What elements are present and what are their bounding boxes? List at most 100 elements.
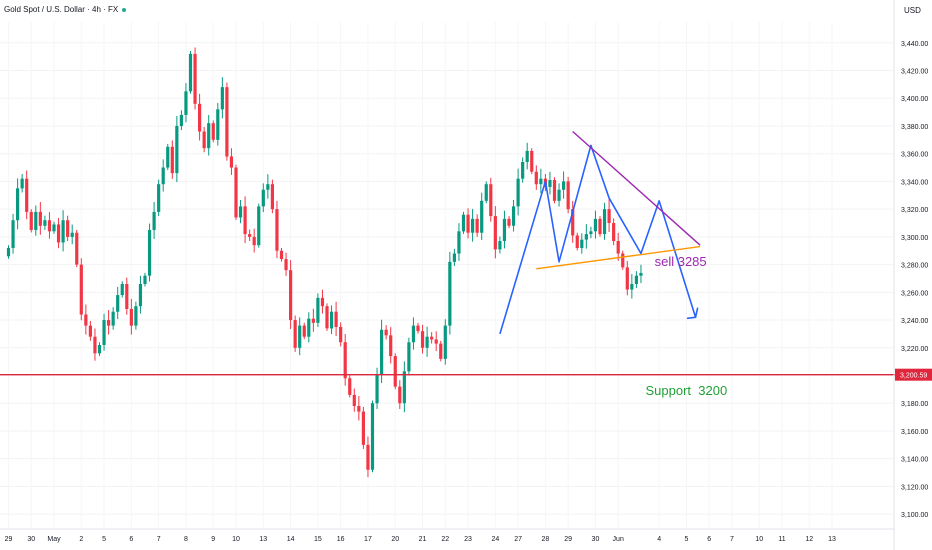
- time-tick-label: 30: [27, 536, 35, 543]
- candle-down: [211, 123, 215, 140]
- price-tick-label: 3,100.00: [901, 512, 928, 519]
- candle-up: [116, 295, 120, 312]
- candle-down: [107, 320, 111, 326]
- time-tick-label: 15: [314, 536, 322, 543]
- candle-up: [134, 306, 138, 326]
- candle-down: [357, 406, 361, 412]
- candle-down: [434, 339, 438, 344]
- time-tick-label: 27: [514, 536, 522, 543]
- candle-up: [152, 211, 156, 230]
- price-tick-label: 3,340.00: [901, 179, 928, 186]
- price-tick-label: 3,320.00: [901, 207, 928, 214]
- candle-up: [634, 275, 638, 285]
- time-tick-label: 29: [5, 536, 13, 543]
- candle-down: [84, 314, 88, 326]
- market-status-icon: [122, 7, 127, 12]
- time-tick-label: 4: [657, 536, 661, 543]
- candle-up: [402, 371, 406, 404]
- candle-up: [329, 311, 334, 329]
- candle-up: [157, 184, 161, 212]
- candle-up: [562, 181, 566, 190]
- currency-label[interactable]: USD: [904, 6, 921, 15]
- zigzag-projection: [499, 144, 697, 335]
- time-tick-label: 5: [684, 536, 688, 543]
- candle-down: [275, 209, 279, 251]
- time-tick-label: 30: [592, 536, 600, 543]
- candle-down: [384, 329, 388, 336]
- candle-up: [539, 178, 543, 185]
- candle-up: [61, 220, 65, 243]
- candle-down: [93, 336, 97, 354]
- price-axis[interactable]: 3,100.00 3,120.00 3,140.00 3,160.00 3,180.00…: [893, 0, 932, 550]
- support-price-badge-label: 3,200.59: [900, 373, 927, 380]
- candle-up: [166, 146, 170, 168]
- price-tick-label: 3,120.00: [901, 484, 928, 491]
- price-tick-label: 3,160.00: [901, 429, 928, 436]
- candle-down: [566, 181, 570, 210]
- candle-up: [207, 123, 211, 149]
- candle-down: [493, 216, 497, 250]
- candle-up: [220, 87, 224, 110]
- candle-up: [602, 209, 607, 235]
- candle-up: [102, 320, 106, 346]
- time-tick-label: 12: [805, 536, 813, 543]
- candle-down: [393, 356, 397, 387]
- candle-up: [502, 218, 507, 242]
- candle-down: [284, 259, 288, 271]
- price-tick-label: 3,440.00: [901, 41, 928, 48]
- candle-down: [243, 206, 247, 235]
- candle-up: [593, 218, 598, 232]
- time-tick-label: 22: [441, 536, 449, 543]
- candle-down: [552, 180, 557, 201]
- price-tick-label: 3,400.00: [901, 96, 928, 103]
- time-axis[interactable]: 29 30 May 2 5 6 7 8 9 10 13 14 15 16 17 20 21 22 23 24 27 28 2…: [0, 528, 895, 543]
- candle-up: [298, 325, 302, 348]
- candle-up: [120, 284, 124, 296]
- candle-up: [407, 342, 411, 372]
- candle-down: [325, 306, 329, 329]
- candle-down: [398, 386, 402, 404]
- price-tick-label: 3,280.00: [901, 263, 928, 270]
- candle-up: [580, 239, 584, 248]
- candle-up: [516, 178, 520, 207]
- candle-down: [489, 184, 493, 217]
- candle-down: [320, 297, 325, 307]
- candle-up: [6, 247, 11, 257]
- time-tick-label: 6: [129, 536, 133, 543]
- candle-up: [484, 184, 488, 201]
- candle-up: [257, 206, 261, 246]
- time-tick-label: 17: [364, 536, 372, 543]
- time-tick-label: 20: [391, 536, 399, 543]
- candle-up: [448, 261, 452, 326]
- candle-down: [534, 171, 538, 185]
- time-tick-label: 2: [79, 536, 83, 543]
- time-tick-label: 7: [157, 536, 161, 543]
- candle-up: [266, 184, 270, 190]
- candle-up: [216, 109, 220, 140]
- candle-down: [170, 146, 174, 174]
- candle-up: [584, 234, 588, 240]
- price-tick-label: 3,180.00: [901, 401, 928, 408]
- candle-down: [234, 167, 238, 218]
- sell-label: sell 3285: [655, 254, 707, 269]
- candle-down: [248, 234, 252, 237]
- candle-up: [16, 188, 20, 221]
- time-tick-label: Jun: [613, 536, 624, 543]
- candles: [6, 47, 643, 478]
- candle-down: [352, 394, 356, 407]
- candle-up: [179, 114, 183, 126]
- candle-down: [348, 378, 352, 395]
- candle-up: [557, 189, 561, 201]
- price-tick-label: 3,220.00: [901, 346, 928, 353]
- candle-down: [430, 336, 434, 340]
- candle-down: [56, 224, 61, 243]
- time-tick-label: 9: [211, 536, 215, 543]
- candle-up: [471, 218, 475, 233]
- candle-up: [188, 53, 193, 92]
- candle-up: [498, 241, 502, 250]
- price-tick-label: 3,140.00: [901, 457, 928, 464]
- candle-up: [457, 231, 461, 254]
- candle-up: [20, 178, 24, 189]
- candle-down: [598, 218, 602, 235]
